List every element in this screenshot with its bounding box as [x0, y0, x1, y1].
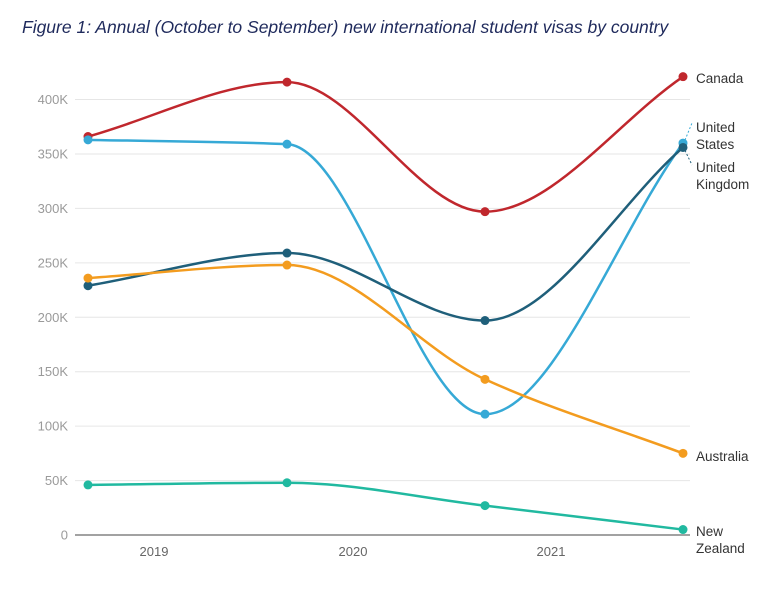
y-tick-label: 0 [61, 528, 68, 543]
data-point-australia [678, 448, 688, 458]
chart-title: Figure 1: Annual (October to September) … [22, 17, 669, 37]
x-tick-label: 2021 [537, 544, 566, 559]
data-points [83, 72, 688, 535]
x-axis-ticks: 2019 2020 2021 [140, 544, 566, 559]
y-tick-label: 150K [38, 364, 69, 379]
data-point-new-zealand [83, 480, 93, 490]
data-point-canada [678, 72, 688, 82]
series-line-united-states [86, 138, 685, 416]
series-line-new-zealand [86, 481, 685, 531]
data-point-united-kingdom [282, 248, 292, 258]
y-tick-label: 350K [38, 146, 69, 161]
data-point-australia [480, 374, 490, 384]
y-tick-label: 250K [38, 255, 69, 270]
series-line-canada [86, 75, 685, 213]
series-labels: Canada United States United Kingdom Australia… [684, 71, 749, 556]
data-point-united-kingdom [83, 281, 93, 291]
data-point-canada [480, 207, 490, 217]
x-tick-label: 2020 [339, 544, 368, 559]
series-line-australia [86, 263, 685, 455]
data-point-united-states [480, 409, 490, 419]
data-point-canada [282, 77, 292, 87]
data-point-new-zealand [678, 525, 688, 535]
data-point-united-kingdom [480, 316, 490, 326]
data-point-australia [282, 260, 292, 270]
y-axis-ticks: 0 50K 100K 150K 200K 250K 300K 350K 400K [38, 92, 69, 542]
series-label-united-kingdom: United Kingdom [696, 160, 749, 192]
data-point-united-kingdom [678, 142, 688, 152]
y-tick-label: 200K [38, 310, 69, 325]
data-point-new-zealand [282, 478, 292, 488]
data-point-united-states [282, 139, 292, 149]
gridlines [75, 99, 690, 536]
data-point-united-states [83, 135, 93, 145]
series-line-united-kingdom [86, 146, 685, 322]
label-leader-united-states [684, 122, 693, 141]
series-label-new-zealand: New Zealand [696, 524, 745, 556]
x-tick-label: 2019 [140, 544, 169, 559]
y-tick-label: 400K [38, 92, 69, 107]
y-tick-label: 300K [38, 201, 69, 216]
series-lines [86, 75, 685, 531]
series-label-canada: Canada [696, 71, 744, 86]
y-tick-label: 50K [45, 473, 68, 488]
y-tick-label: 100K [38, 419, 69, 434]
series-label-australia: Australia [696, 449, 749, 464]
data-point-australia [83, 273, 93, 283]
data-point-new-zealand [480, 501, 490, 511]
series-label-united-states: United States [696, 120, 735, 152]
label-leader-united-kingdom [684, 150, 693, 166]
